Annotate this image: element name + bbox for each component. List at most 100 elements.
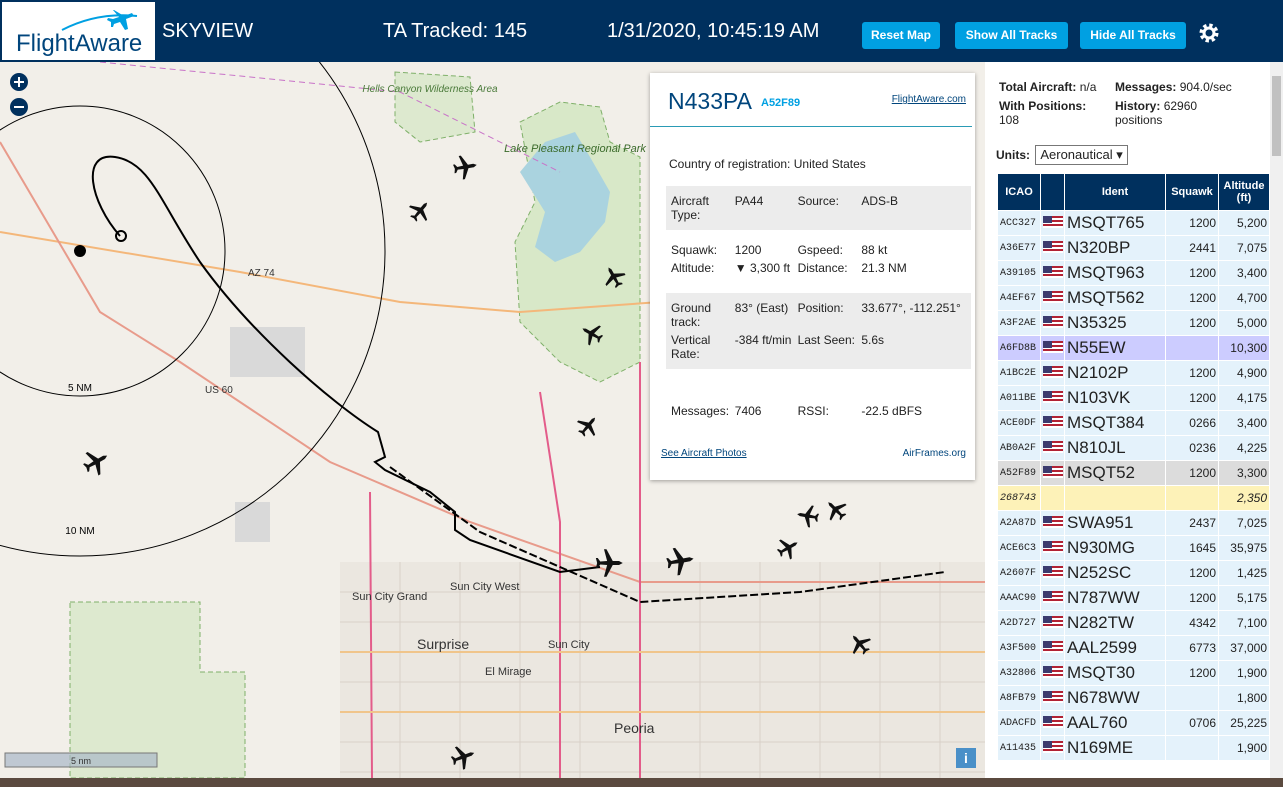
ident-cell: N103VK — [1064, 385, 1166, 411]
flag-cell — [1040, 210, 1065, 236]
flightaware-link[interactable]: FlightAware.com — [891, 94, 966, 105]
aircraft-row[interactable]: A39105 MSQT963 1200 3,400 — [997, 260, 1270, 286]
altitude-cell: 4,900 — [1218, 360, 1270, 386]
field-value: -384 ft/min — [734, 333, 792, 347]
map-label: Peoria — [614, 720, 655, 736]
aircraft-row[interactable]: ADACFD AAL760 0706 25,225 — [997, 710, 1270, 736]
column-header[interactable]: Altitude (ft) — [1218, 173, 1270, 211]
flag-cell — [1040, 635, 1065, 661]
ident-cell: N320BP — [1064, 235, 1166, 261]
ident-cell: N252SC — [1064, 560, 1166, 586]
aircraft-row[interactable]: A6FD8B N55EW 10,300 — [997, 335, 1270, 361]
stat-label: Total Aircraft: — [999, 80, 1077, 94]
icao-cell: A2D727 — [997, 610, 1041, 636]
popup-row: Aircraft Type: PA44 Source: ADS-B — [666, 192, 971, 224]
aircraft-row[interactable]: A3F500 AAL2599 6773 37,000 — [997, 635, 1270, 661]
stat-value: n/a — [1079, 80, 1097, 94]
altitude-cell: 7,025 — [1218, 510, 1270, 536]
squawk-cell: 0706 — [1165, 710, 1219, 736]
ident-cell: SWA951 — [1064, 510, 1166, 536]
aircraft-row[interactable]: AAAC90 N787WW 1200 5,175 — [997, 585, 1270, 611]
icao-cell: ACE6C3 — [997, 535, 1041, 561]
logo[interactable]: FlightAware — [2, 2, 155, 60]
field-value: ADS-B — [861, 194, 899, 208]
field-value: PA44 — [734, 194, 764, 208]
aircraft-row[interactable]: A4EF67 MSQT562 1200 4,700 — [997, 285, 1270, 311]
flag — [1043, 665, 1063, 678]
info-button[interactable] — [956, 748, 976, 768]
scrollbar[interactable] — [1270, 62, 1283, 778]
aircraft-row[interactable]: A2A87D SWA951 2437 7,025 — [997, 510, 1270, 536]
aircraft-row[interactable]: ACE6C3 N930MG 1645 35,975 — [997, 535, 1270, 561]
column-header[interactable]: Ident — [1064, 173, 1166, 211]
aircraft-row[interactable]: A52F89 MSQT52 1200 3,300 — [997, 460, 1270, 486]
flag — [1043, 340, 1063, 353]
aircraft-row[interactable]: AB0A2F N810JL 0236 4,225 — [997, 435, 1270, 461]
flag — [1043, 290, 1063, 303]
column-header[interactable]: ICAO — [997, 173, 1041, 211]
field-label: Squawk: — [671, 243, 718, 257]
aircraft-row[interactable]: ACC327 MSQT765 1200 5,200 — [997, 210, 1270, 236]
aircraft-row[interactable]: A11435 N169ME 1,900 — [997, 735, 1270, 761]
popup-section: Squawk: 1200 Gspeed: 88 kt Altitude: ▼ 3,300 … — [666, 235, 971, 283]
map-label: Lake Pleasant Regional Park — [504, 143, 646, 155]
icao-cell: AB0A2F — [997, 435, 1041, 461]
aircraft-row[interactable]: A1BC2E N2102P 1200 4,900 — [997, 360, 1270, 386]
zoom-controls[interactable] — [10, 73, 28, 116]
ident-cell: N787WW — [1064, 585, 1166, 611]
aircraft-row[interactable]: A8FB79 N678WW 1,800 — [997, 685, 1270, 711]
squawk-cell: 0236 — [1165, 435, 1219, 461]
settings-icon[interactable] — [1197, 21, 1221, 45]
lake — [520, 132, 610, 262]
stat-value: 62960 positions — [1115, 99, 1198, 127]
app-title: SKYVIEW — [162, 20, 254, 42]
squawk-cell: 2441 — [1165, 235, 1219, 261]
field-label: Messages: — [671, 404, 730, 418]
stat-positions: With Positions: 108 — [999, 99, 1109, 127]
altitude-cell: 2,350 — [1218, 485, 1270, 511]
scroll-thumb[interactable] — [1272, 76, 1281, 156]
hide-tracks-button[interactable]: Hide All Tracks — [1080, 22, 1186, 49]
squawk-cell: 1200 — [1165, 385, 1219, 411]
flag-cell — [1040, 235, 1065, 261]
altitude-cell: 1,900 — [1218, 735, 1270, 761]
aircraft-row[interactable]: A011BE N103VK 1200 4,175 — [997, 385, 1270, 411]
aircraft-row[interactable]: 268743 2,350 — [997, 485, 1270, 511]
flag — [1043, 740, 1063, 753]
field-label: Ground track: — [671, 301, 712, 329]
ident-cell: MSQT765 — [1064, 210, 1166, 236]
aircraft-row[interactable]: A2D727 N282TW 4342 7,100 — [997, 610, 1270, 636]
show-tracks-button[interactable]: Show All Tracks — [955, 22, 1068, 49]
altitude-cell: 4,175 — [1218, 385, 1270, 411]
altitude-cell: 5,200 — [1218, 210, 1270, 236]
stat-label: Messages: — [1115, 80, 1177, 94]
units-select[interactable]: Aeronautical ▾ — [1035, 145, 1128, 165]
icao-cell: ACE0DF — [997, 410, 1041, 436]
icao-cell: AAAC90 — [997, 585, 1041, 611]
aircraft-row[interactable]: A32806 MSQT30 1200 1,900 — [997, 660, 1270, 686]
airframes-link[interactable]: AirFrames.org — [902, 448, 966, 459]
aircraft-row[interactable]: ACE0DF MSQT384 0266 3,400 — [997, 410, 1270, 436]
altitude-cell: 3,400 — [1218, 410, 1270, 436]
stat-value: 904.0/sec — [1179, 80, 1232, 94]
roads — [0, 62, 985, 778]
photos-link[interactable]: See Aircraft Photos — [661, 448, 747, 459]
icao-cell: A4EF67 — [997, 285, 1041, 311]
flag — [1043, 215, 1063, 228]
squawk-cell — [1165, 485, 1219, 511]
range-label: 10 NM — [65, 526, 94, 537]
aircraft-row[interactable]: A3F2AE N35325 1200 5,000 — [997, 310, 1270, 336]
squawk-cell: 1200 — [1165, 460, 1219, 486]
aircraft-row[interactable]: A2607F N252SC 1200 1,425 — [997, 560, 1270, 586]
icao-cell: A011BE — [997, 385, 1041, 411]
field-value: -22.5 dBFS — [861, 404, 923, 418]
aircraft-row[interactable]: A36E77 N320BP 2441 7,075 — [997, 235, 1270, 261]
popup-row: Ground track: 83° (East) Position: 33.677°,… — [666, 299, 971, 331]
ident-cell: N930MG — [1064, 535, 1166, 561]
field-value: 33.677°, -112.251° — [861, 301, 961, 315]
icao-cell: A3F2AE — [997, 310, 1041, 336]
icao-cell: A3F500 — [997, 635, 1041, 661]
units-value: Aeronautical — [1040, 147, 1113, 162]
column-header[interactable]: Squawk — [1165, 173, 1219, 211]
reset-map-button[interactable]: Reset Map — [862, 22, 940, 49]
